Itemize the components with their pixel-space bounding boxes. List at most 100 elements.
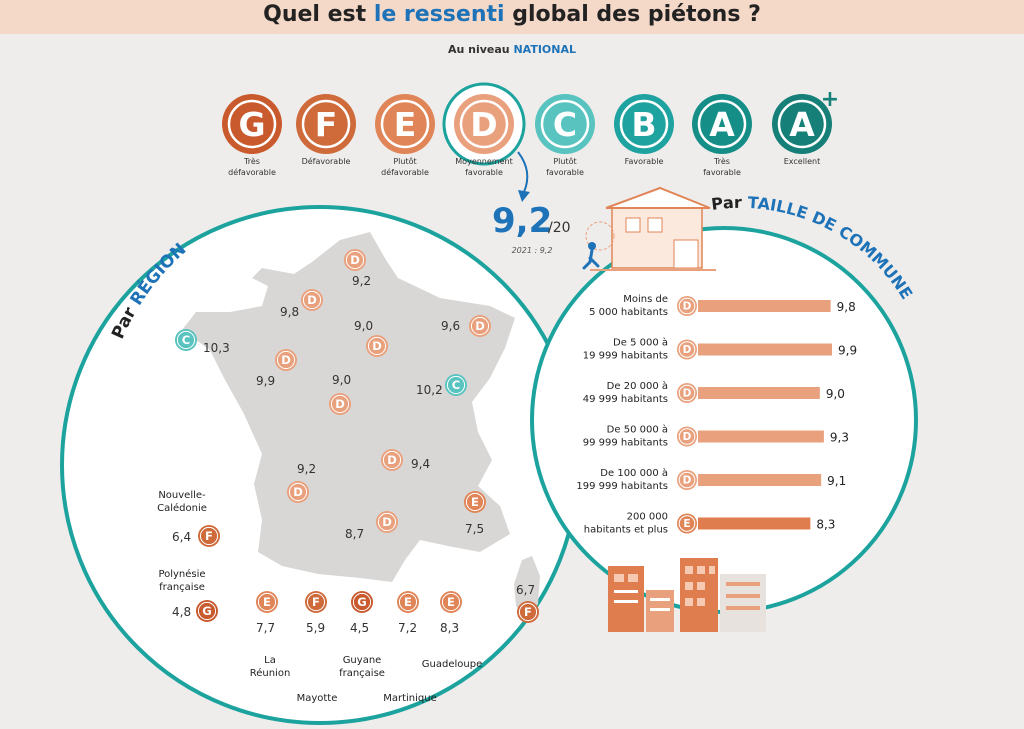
bar-category-label: Moins de <box>623 294 668 305</box>
legend-badge-ring <box>380 99 430 149</box>
grade-badge-ring <box>377 512 397 532</box>
grade-badge-letter: C <box>182 333 190 347</box>
bar-category-label: De 50 000 à <box>607 424 668 436</box>
region-marker: D <box>366 335 388 357</box>
house-illustration <box>582 186 716 271</box>
region-value: 7,5 <box>465 522 484 536</box>
bar-grade-badge: D <box>677 339 697 360</box>
region-value: 9,8 <box>280 305 299 319</box>
city-illustration <box>608 558 766 632</box>
legend-badge-ring <box>619 99 669 149</box>
region-marker: D <box>329 393 351 415</box>
overseas-name: Mayotte <box>297 693 338 704</box>
grade-badge-fill <box>677 339 697 360</box>
grade-badge-ring <box>678 428 696 445</box>
grade-badge-ring <box>518 602 538 622</box>
grade-badge-ring <box>470 316 490 336</box>
region-marker: D <box>376 511 398 533</box>
bar-value-label: 9,3 <box>830 431 849 445</box>
bar-grade-badge: D <box>677 296 697 316</box>
region-value: 9,6 <box>441 319 460 333</box>
grade-badge-letter: G <box>202 604 211 618</box>
grade-badge-ring <box>199 526 219 546</box>
grade-badge-ring <box>345 250 365 270</box>
region-value: 9,2 <box>352 274 371 288</box>
legend-badge-letter: F <box>315 105 338 144</box>
legend-label: défavorable <box>228 167 276 177</box>
bar-category-label: 5 000 habitants <box>589 307 668 318</box>
legend-label: Excellent <box>784 157 821 166</box>
bar-grade-badge: D <box>677 426 697 447</box>
grade-badge-fill <box>445 374 467 396</box>
bar <box>698 430 824 443</box>
legend-grade-d: D Moyennement favorable <box>454 94 514 177</box>
grade-badge-letter: E <box>471 495 479 509</box>
grade-badge-ring <box>367 336 387 356</box>
bar-category-label: De 20 000 à <box>607 380 668 392</box>
grade-badge-fill <box>351 591 373 613</box>
overseas-value: 5,9 <box>306 621 325 635</box>
region-marker: E <box>464 491 486 513</box>
bar-value-label: 9,9 <box>838 344 857 358</box>
legend-badge-fill <box>222 94 282 154</box>
legend-badge-letter: G <box>238 105 265 144</box>
grade-badge-fill <box>198 525 220 547</box>
overseas-name: Polynésie <box>158 568 205 580</box>
grade-badge-letter: D <box>683 344 692 356</box>
grade-badge-ring <box>678 384 696 402</box>
grade-legend: GTrèsdéfavorableFDéfavorableEPlutôtdéfav… <box>222 82 839 177</box>
overseas-name: Guadeloupe <box>422 659 482 670</box>
region-value: 8,7 <box>345 527 364 541</box>
overseas-value: 7,2 <box>398 621 417 635</box>
grade-badge-ring <box>257 592 277 612</box>
overseas-value: 6,4 <box>172 530 191 544</box>
grade-badge-letter: D <box>293 485 303 499</box>
legend-plus-sign: + <box>821 87 839 112</box>
region-marker: D <box>287 481 309 503</box>
legend-badge-letter: D <box>470 105 497 144</box>
region-marker: D <box>344 249 366 271</box>
legend-label: Plutôt <box>553 156 576 166</box>
overseas-name: Réunion <box>250 667 291 679</box>
grade-badge-ring <box>441 592 461 612</box>
legend-badge-letter: E <box>394 105 417 144</box>
region-value: 9,4 <box>411 457 430 471</box>
overseas-name: française <box>339 668 385 679</box>
national-score: 9,2 <box>492 201 552 241</box>
commune-circle <box>530 226 918 614</box>
overseas-markers: Nouvelle-Calédonie F 6,4 Polynésie française… <box>157 490 482 704</box>
overseas-name: française <box>159 582 205 593</box>
grade-badge-fill <box>464 491 486 513</box>
grade-badge-ring <box>678 297 696 315</box>
grade-badge-ring <box>398 592 418 612</box>
grade-badge-letter: D <box>382 515 392 529</box>
grade-badge-fill <box>329 393 351 415</box>
region-marker: D <box>301 289 323 311</box>
overseas-name: Guyane <box>343 655 382 666</box>
grade-badge-letter: G <box>357 595 366 609</box>
bar-value-label: 9,0 <box>826 387 845 401</box>
grade-badge-ring <box>197 601 217 621</box>
grade-badge-letter: E <box>404 595 412 609</box>
legend-badge-fill <box>535 94 595 154</box>
region-value: 9,2 <box>297 462 316 476</box>
legend-grade-a-plus: A+ Excellent <box>772 87 839 166</box>
grade-badge-ring <box>678 341 696 358</box>
overseas-marker: E <box>440 591 462 613</box>
legend-badge-fill <box>375 94 435 154</box>
legend-grade-f: F Défavorable <box>296 94 356 166</box>
legend-badge-ring <box>697 99 747 149</box>
legend-arrow <box>517 151 529 193</box>
region-marker: C <box>445 374 467 396</box>
grade-badge-letter: D <box>372 339 382 353</box>
grade-badge-ring <box>330 394 350 414</box>
grade-badge-fill <box>517 601 539 623</box>
overseas-value: 4,8 <box>172 605 191 619</box>
bar <box>698 343 832 356</box>
bar <box>698 474 822 486</box>
bar-grade-badge: E <box>677 513 697 534</box>
grade-badge-fill <box>305 591 327 613</box>
bar-category-label: De 5 000 à <box>613 337 668 349</box>
bar-category-label: habitants et plus <box>584 525 668 536</box>
